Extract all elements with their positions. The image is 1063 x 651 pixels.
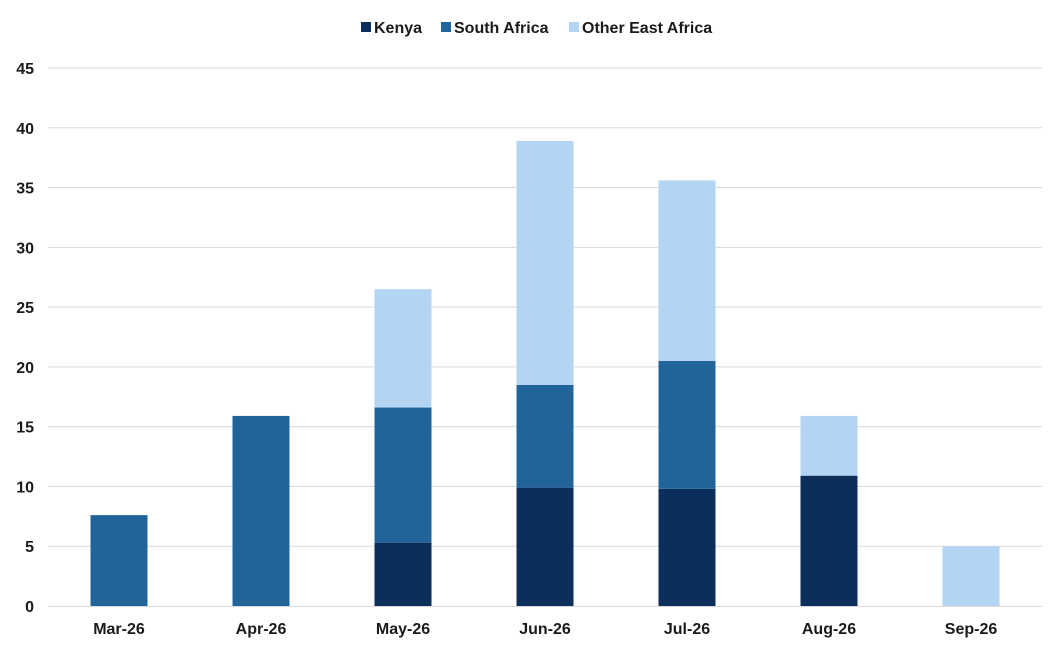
bar-segment-south-africa — [374, 407, 432, 543]
y-tick-label: 40 — [16, 121, 34, 138]
legend-swatch — [361, 22, 371, 32]
bar-segment-other-east-africa — [942, 546, 1000, 606]
y-tick-label: 15 — [16, 420, 34, 437]
bar-segment-kenya — [658, 488, 716, 606]
legend-label: South Africa — [454, 20, 549, 37]
y-tick-label: 25 — [16, 300, 34, 317]
x-tick-label: Sep-26 — [945, 621, 998, 638]
y-tick-label: 0 — [25, 599, 34, 616]
y-tick-label: 30 — [16, 240, 34, 257]
x-tick-label: Mar-26 — [93, 621, 145, 638]
bar-segment-other-east-africa — [800, 415, 858, 476]
bar-segment-south-africa — [90, 515, 148, 606]
legend-item-kenya: Kenya — [361, 20, 422, 37]
y-tick-label: 5 — [25, 539, 34, 556]
y-tick-label: 45 — [16, 61, 34, 78]
bar-segment-other-east-africa — [516, 140, 574, 385]
y-axis-ticks: 0 5 10 15 20 25 30 35 40 45 — [16, 61, 34, 616]
bar-segment-south-africa — [232, 415, 290, 606]
y-tick-label: 35 — [16, 181, 34, 198]
bar-segment-south-africa — [516, 384, 574, 488]
x-tick-label: May-26 — [376, 621, 430, 638]
bar-segment-south-africa — [658, 360, 716, 489]
legend-swatch — [441, 22, 451, 32]
bar-segment-kenya — [800, 475, 858, 606]
y-tick-label: 10 — [16, 479, 34, 496]
x-tick-label: Aug-26 — [802, 621, 856, 638]
legend-label: Kenya — [374, 20, 422, 37]
legend-item-other-east-africa: Other East Africa — [569, 20, 712, 37]
bar-segment-kenya — [516, 487, 574, 606]
y-tick-label: 20 — [16, 360, 34, 377]
x-tick-label: Jul-26 — [664, 621, 710, 638]
bar-segment-kenya — [374, 542, 432, 606]
x-axis-ticks: Mar-26 Apr-26 May-26 Jun-26 Jul-26 Aug-26 Sep-… — [93, 621, 997, 638]
legend-item-south-africa: South Africa — [441, 20, 549, 37]
chart-legend: Kenya South Africa Other East Africa — [361, 20, 712, 37]
bar-segment-other-east-africa — [658, 180, 716, 361]
x-tick-label: Jun-26 — [519, 621, 571, 638]
legend-swatch — [569, 22, 579, 32]
x-tick-label: Apr-26 — [236, 621, 287, 638]
bars — [90, 140, 1000, 606]
legend-label: Other East Africa — [582, 20, 712, 37]
bar-segment-other-east-africa — [374, 289, 432, 408]
